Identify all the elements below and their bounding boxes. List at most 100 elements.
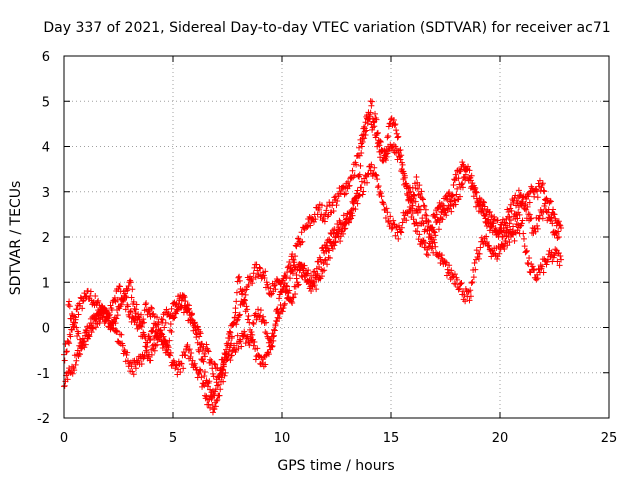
data-point-interp — [249, 331, 256, 338]
data-point-interp — [265, 351, 272, 358]
data-points — [61, 98, 565, 416]
data-point-interp — [180, 349, 187, 356]
data-point — [235, 274, 242, 281]
data-point-interp — [353, 193, 360, 200]
data-point-interp — [66, 340, 73, 347]
data-point-interp — [90, 312, 97, 319]
data-point-interp — [142, 343, 149, 350]
data-point-interp — [249, 319, 256, 326]
data-point — [289, 270, 296, 277]
data-point-interp — [320, 215, 327, 222]
data-point-interp — [269, 343, 276, 350]
data-point-interp — [371, 123, 378, 130]
data-point-interp — [352, 194, 359, 201]
data-point-interp — [350, 205, 357, 212]
data-point-interp — [544, 209, 551, 216]
data-point-interp — [399, 168, 406, 175]
data-point-interp — [292, 253, 299, 260]
data-point-interp — [419, 196, 426, 203]
data-point-interp — [122, 290, 129, 297]
data-point-interp — [324, 203, 331, 210]
data-point-interp — [326, 254, 333, 261]
data-point-interp — [197, 367, 204, 374]
data-point — [558, 224, 565, 231]
data-point-interp — [264, 281, 271, 288]
data-point-interp — [329, 240, 336, 247]
data-point-interp — [217, 386, 224, 393]
data-point-interp — [69, 312, 76, 319]
data-point-interp — [199, 340, 206, 347]
data-point-interp — [114, 312, 121, 319]
data-point-interp — [406, 194, 413, 201]
data-point — [425, 252, 432, 259]
data-point — [250, 342, 257, 349]
data-point-interp — [555, 228, 562, 235]
data-point-interp — [382, 214, 389, 221]
data-point-interp — [272, 322, 279, 329]
data-point-interp — [149, 328, 156, 335]
data-point-interp — [555, 218, 562, 225]
data-point-interp — [374, 140, 381, 147]
data-point-interp — [534, 275, 541, 282]
data-point-interp — [201, 382, 208, 389]
data-point-interp — [232, 305, 239, 312]
data-point-interp — [68, 311, 75, 318]
data-point-interp — [526, 199, 533, 206]
data-point — [228, 333, 235, 340]
data-point-interp — [221, 372, 228, 379]
data-point-interp — [426, 240, 433, 247]
data-point-interp — [353, 161, 360, 168]
data-point-interp — [454, 185, 461, 192]
data-point-interp — [242, 340, 249, 347]
data-point-interp — [505, 209, 512, 216]
data-point-interp — [395, 133, 402, 140]
data-point-interp — [154, 337, 161, 344]
data-point-interp — [412, 198, 419, 205]
data-point-interp — [133, 321, 140, 328]
data-point-interp — [231, 314, 238, 321]
y-tick-label: 6 — [42, 50, 50, 65]
data-point-interp — [236, 312, 243, 319]
data-point-interp — [111, 314, 118, 321]
data-point-interp — [332, 233, 339, 240]
data-point-interp — [447, 276, 454, 283]
data-point-interp — [467, 287, 474, 294]
data-point-interp — [172, 310, 179, 317]
data-point-interp — [462, 298, 469, 305]
data-point-interp — [312, 216, 319, 223]
data-point-interp — [285, 290, 292, 297]
data-point-interp — [308, 283, 315, 290]
data-point-interp — [148, 351, 155, 358]
data-point-interp — [201, 392, 208, 399]
data-point-interp — [299, 238, 306, 245]
data-point-interp — [390, 117, 397, 124]
data-point-interp — [338, 228, 345, 235]
data-point-interp — [310, 268, 317, 275]
data-point-interp — [345, 219, 352, 226]
data-point-interp — [331, 226, 338, 233]
data-point-interp — [372, 110, 379, 117]
data-point-interp — [452, 201, 459, 208]
data-point — [544, 256, 551, 263]
data-point-interp — [415, 203, 422, 210]
data-point-interp — [547, 197, 554, 204]
data-point-interp — [520, 194, 527, 201]
data-point-interp — [448, 267, 455, 274]
data-point-interp — [66, 298, 73, 305]
data-point-interp — [514, 199, 521, 206]
data-point-interp — [519, 217, 526, 224]
data-point-interp — [234, 332, 241, 339]
data-point-interp — [534, 194, 541, 201]
x-tick-label: 15 — [383, 431, 400, 446]
data-point-interp — [536, 177, 543, 184]
data-point-interp — [226, 328, 233, 335]
data-point-interp — [68, 363, 75, 370]
data-point-interp — [297, 266, 304, 273]
data-point-interp — [483, 238, 490, 245]
data-point-interp — [291, 259, 298, 266]
data-point-interp — [457, 281, 464, 288]
data-point-interp — [401, 174, 408, 181]
data-point-interp — [240, 332, 247, 339]
data-point-interp — [245, 312, 252, 319]
data-point-interp — [321, 267, 328, 274]
